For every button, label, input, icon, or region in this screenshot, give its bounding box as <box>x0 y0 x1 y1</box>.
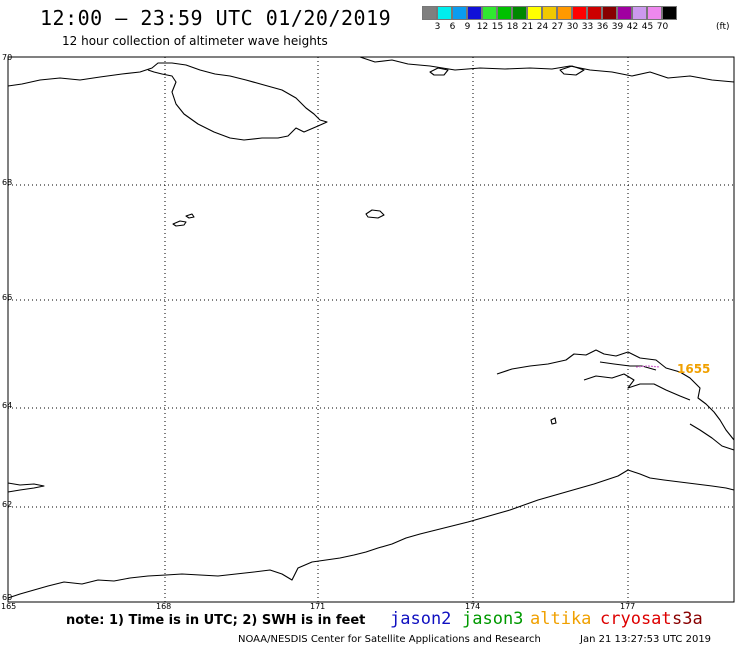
scale-label: 30 <box>566 22 579 32</box>
pass-track <box>635 365 661 368</box>
lat-labels: 70 68 66 64 62 60 <box>2 53 12 602</box>
scale-label: 18 <box>506 22 519 32</box>
color-scale-unit: (ft) <box>716 22 730 32</box>
scale-swatch <box>527 6 542 20</box>
legend-s3a: s3a <box>672 609 703 629</box>
scale-label: 24 <box>536 22 549 32</box>
legend-altika: altika <box>530 609 592 629</box>
legend-jason3: jason3 <box>462 609 524 629</box>
coastlines <box>7 56 735 599</box>
map-subtitle: 12 hour collection of altimeter wave hei… <box>62 34 328 48</box>
lat-label: 70 <box>2 53 12 62</box>
map-frame <box>7 56 735 603</box>
scale-swatch <box>647 6 662 20</box>
scale-swatch <box>452 6 467 20</box>
scale-swatch <box>572 6 587 20</box>
lat-label: 60 <box>2 593 12 602</box>
scale-label: 33 <box>581 22 594 32</box>
pass-time-label: 1655 <box>677 362 710 376</box>
timestamp-text: Jan 21 13:27:53 UTC 2019 <box>580 634 712 645</box>
scale-label: 3 <box>434 22 441 32</box>
credit-text: NOAA/NESDIS Center for Satellite Applica… <box>238 634 541 645</box>
color-scale <box>422 6 677 20</box>
footer-note: note: 1) Time is in UTC; 2) SWH is in fe… <box>66 613 366 628</box>
scale-label: 12 <box>476 22 489 32</box>
scale-swatch <box>437 6 452 20</box>
lat-label: 62 <box>2 500 12 509</box>
legend-cryosat: cryosat <box>600 609 672 629</box>
scale-label: 39 <box>611 22 624 32</box>
lon-gridlines <box>164 57 629 602</box>
map-title: 12:00 – 23:59 UTC 01/20/2019 <box>40 6 392 30</box>
lon-label: 165 <box>1 602 16 611</box>
lon-label: 174 <box>465 602 480 611</box>
lon-label: 168 <box>156 602 171 611</box>
scale-label: 9 <box>464 22 471 32</box>
lat-label: 64 <box>2 401 12 410</box>
scale-swatch <box>542 6 557 20</box>
scale-swatch <box>422 6 437 20</box>
scale-label: 42 <box>626 22 639 32</box>
lon-labels: 165 168 171 174 177 <box>1 602 635 611</box>
lon-label: 177 <box>620 602 635 611</box>
scale-label: 70 <box>656 22 669 32</box>
scale-swatch <box>467 6 482 20</box>
lat-gridlines <box>8 184 734 508</box>
scale-label: 36 <box>596 22 609 32</box>
scale-swatch <box>617 6 632 20</box>
scale-swatch <box>587 6 602 20</box>
scale-swatch <box>602 6 617 20</box>
lon-label: 171 <box>310 602 325 611</box>
scale-swatch <box>482 6 497 20</box>
lat-label: 68 <box>2 178 12 187</box>
legend-jason2: jason2 <box>390 609 452 629</box>
scale-label: 6 <box>449 22 456 32</box>
lat-label: 66 <box>2 293 12 302</box>
scale-swatch <box>662 6 677 20</box>
scale-swatch <box>557 6 572 20</box>
scale-label: 45 <box>641 22 654 32</box>
scale-swatch <box>632 6 647 20</box>
scale-swatch <box>497 6 512 20</box>
scale-label: 21 <box>521 22 534 32</box>
satellite-pass: 1655 <box>635 362 710 376</box>
color-scale-labels: 3 6 9 12 15 18 21 24 27 30 33 36 39 42 45 70 <box>422 22 670 32</box>
scale-swatch <box>512 6 527 20</box>
scale-label: 15 <box>491 22 504 32</box>
scale-label: 27 <box>551 22 564 32</box>
